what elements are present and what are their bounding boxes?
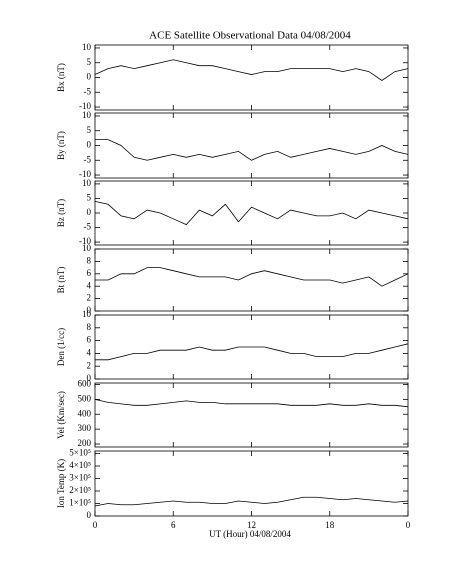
y-tick-label: 10 xyxy=(82,110,92,120)
y-tick-label: 10 xyxy=(82,309,92,319)
y-tick-label: 0 xyxy=(87,305,92,315)
y-tick-label: -5 xyxy=(84,154,92,164)
panel-frame xyxy=(94,180,409,246)
y-tick-label: -10 xyxy=(79,169,91,179)
y-tick-label: 0 xyxy=(87,510,92,520)
y-tick-label: 0 xyxy=(87,373,92,383)
y-tick-label: 3×10⁵ xyxy=(69,473,91,483)
y-tick-label: 2 xyxy=(87,360,92,370)
y-tick-label: 500 xyxy=(78,393,92,403)
y-tick-label: -5 xyxy=(84,86,92,96)
y-tick-label: 6 xyxy=(87,268,92,278)
data-line xyxy=(94,200,409,226)
y-tick-label: 5 xyxy=(87,193,92,203)
chart-title: ACE Satellite Observational Data 04/08/2… xyxy=(149,30,351,42)
data-line xyxy=(94,496,409,507)
x-axis-label: UT (Hour) 04/08/2004 xyxy=(209,529,291,539)
y-tick-label: 300 xyxy=(78,423,92,433)
y-axis-label: Bz (nT) xyxy=(56,199,66,227)
panel-frame xyxy=(94,44,409,111)
panel-frame xyxy=(94,112,409,179)
y-tick-label: 6 xyxy=(87,335,92,345)
y-axis-label: Bx (nT) xyxy=(56,63,66,92)
y-axis-label: By (nT) xyxy=(56,131,66,160)
data-line xyxy=(94,398,409,408)
x-tick-label: 12 xyxy=(247,520,256,530)
y-axis-label: Ion Temp (K) xyxy=(56,459,66,508)
y-tick-label: 0 xyxy=(87,140,92,150)
y-tick-label: 400 xyxy=(78,408,92,418)
y-tick-label: 10 xyxy=(82,42,92,52)
y-tick-label: 0 xyxy=(87,207,92,217)
y-tick-label: 1×10⁵ xyxy=(69,498,91,508)
y-tick-label: 4 xyxy=(87,347,92,357)
panel-frame xyxy=(94,382,409,448)
y-tick-label: -10 xyxy=(79,236,91,246)
y-tick-label: 600 xyxy=(78,379,92,389)
y-tick-label: 200 xyxy=(78,438,92,448)
x-tick-label: 6 xyxy=(171,520,176,530)
y-axis-label: Bt (nT) xyxy=(56,267,66,294)
y-tick-label: 8 xyxy=(87,322,92,332)
y-tick-label: -5 xyxy=(84,222,92,232)
y-tick-label: 5 xyxy=(87,57,92,67)
y-tick-label: 2 xyxy=(87,293,92,303)
data-line xyxy=(95,267,409,287)
y-tick-label: 0 xyxy=(87,72,92,82)
y-tick-label: 4 xyxy=(87,280,92,290)
x-tick-label: 0 xyxy=(93,520,98,530)
y-tick-label: 4×10⁵ xyxy=(69,460,91,470)
data-line xyxy=(95,343,409,361)
y-tick-label: 5 xyxy=(87,125,92,135)
data-line xyxy=(95,139,409,161)
y-tick-label: 5×10⁵ xyxy=(69,448,91,458)
x-tick-label: 0 xyxy=(406,520,411,530)
y-axis-label: Den (1/cc) xyxy=(56,328,66,366)
x-tick-label: 18 xyxy=(325,520,335,530)
data-line xyxy=(94,59,409,81)
y-tick-label: 8 xyxy=(87,255,92,265)
y-tick-label: 10 xyxy=(82,243,92,253)
panel-frame xyxy=(94,248,409,312)
y-axis-label: Vel (Km/sec) xyxy=(56,391,66,439)
y-tick-label: 2×10⁵ xyxy=(69,485,91,495)
y-tick-label: -10 xyxy=(79,101,91,111)
y-tick-label: 10 xyxy=(82,178,92,188)
panel-frame xyxy=(94,450,409,517)
